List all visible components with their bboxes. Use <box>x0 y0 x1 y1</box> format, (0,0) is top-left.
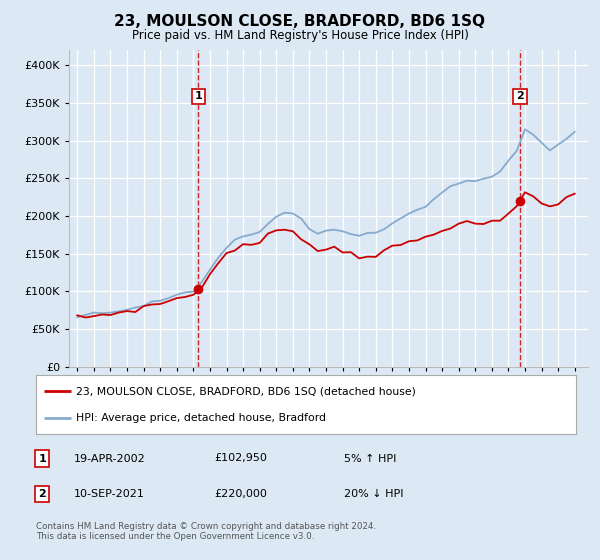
Text: 19-APR-2002: 19-APR-2002 <box>74 454 146 464</box>
Text: Price paid vs. HM Land Registry's House Price Index (HPI): Price paid vs. HM Land Registry's House … <box>131 29 469 42</box>
Text: 5% ↑ HPI: 5% ↑ HPI <box>344 454 396 464</box>
Text: HPI: Average price, detached house, Bradford: HPI: Average price, detached house, Brad… <box>77 413 326 423</box>
Text: 1: 1 <box>38 454 46 464</box>
Text: £220,000: £220,000 <box>214 489 267 499</box>
Text: 20% ↓ HPI: 20% ↓ HPI <box>344 489 403 499</box>
Text: 2: 2 <box>516 91 524 101</box>
Text: 23, MOULSON CLOSE, BRADFORD, BD6 1SQ: 23, MOULSON CLOSE, BRADFORD, BD6 1SQ <box>115 14 485 29</box>
Text: Contains HM Land Registry data © Crown copyright and database right 2024.
This d: Contains HM Land Registry data © Crown c… <box>36 522 376 542</box>
Text: £102,950: £102,950 <box>214 454 267 464</box>
Text: 1: 1 <box>194 91 202 101</box>
Text: 23, MOULSON CLOSE, BRADFORD, BD6 1SQ (detached house): 23, MOULSON CLOSE, BRADFORD, BD6 1SQ (de… <box>77 386 416 396</box>
Text: 10-SEP-2021: 10-SEP-2021 <box>74 489 145 499</box>
Text: 2: 2 <box>38 489 46 499</box>
